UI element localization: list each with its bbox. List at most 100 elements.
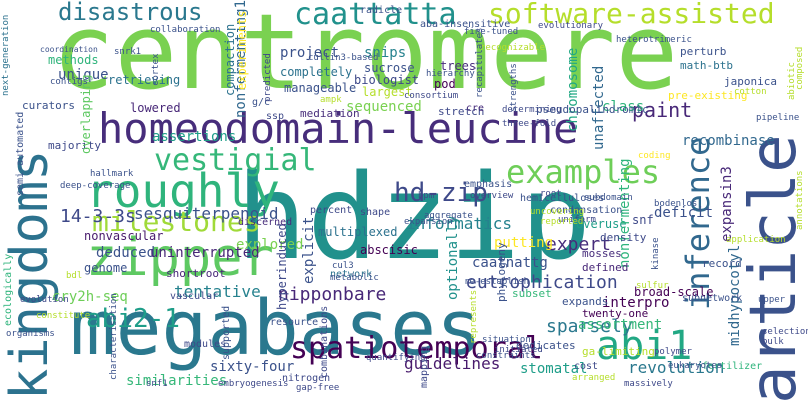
word-caattatta: caattatta bbox=[294, 0, 457, 32]
word-assortment: assortment bbox=[578, 317, 663, 333]
word-perturb: perturb bbox=[680, 45, 727, 58]
word-putting: putting bbox=[494, 235, 554, 251]
word-completely: completely bbox=[280, 65, 353, 79]
word-pipeline: pipeline bbox=[756, 113, 800, 123]
word-fertilizer: fertilizer bbox=[702, 361, 763, 372]
word-ga-limiting: ga-limiting bbox=[582, 345, 655, 358]
word-initiated: initiated bbox=[494, 345, 543, 355]
word-recombinase: recombinase bbox=[682, 133, 775, 149]
word-sparsely: sparsely bbox=[546, 316, 633, 337]
word-vestigial: vestigial bbox=[154, 143, 317, 178]
word-expands: expands bbox=[562, 295, 609, 308]
word-next-generation: next-generation bbox=[1, 14, 11, 96]
word-snrk1: snrk1 bbox=[114, 47, 142, 57]
word-expansin3: expansin3 bbox=[719, 166, 735, 242]
word-consortium: consortium bbox=[404, 91, 459, 101]
word-lowered: lowered bbox=[130, 101, 181, 115]
word-ssp: ssp bbox=[266, 111, 285, 122]
word-hallmark: hallmark bbox=[90, 169, 134, 179]
word-embryogenesis: embryogenesis bbox=[218, 379, 289, 389]
word-homeodomain-leucine: homeodomain-leucine bbox=[98, 104, 579, 153]
word-strengths: strengths bbox=[509, 63, 519, 112]
word-project: project bbox=[280, 45, 340, 61]
word-resource: resource bbox=[270, 317, 319, 328]
word-heterotrimeric: heterotrimeric bbox=[616, 35, 692, 45]
word-constraints: constraints bbox=[476, 351, 536, 361]
word-network: network bbox=[330, 269, 373, 280]
word-retrieving: retrieving bbox=[108, 73, 181, 87]
word-unique: unique bbox=[58, 67, 109, 83]
word-evolutionary: evolutionary bbox=[538, 21, 604, 31]
word-ampk: ampk bbox=[320, 95, 342, 105]
word-upper: upper bbox=[758, 295, 786, 305]
word-density: density bbox=[600, 231, 647, 244]
word-application: application bbox=[726, 235, 786, 245]
word-selection: selection bbox=[762, 327, 808, 337]
word-determining: determining bbox=[502, 105, 562, 115]
word-g-c: g/c bbox=[252, 97, 271, 108]
word-overuse: overuse bbox=[576, 217, 627, 231]
word-cortex: cortex bbox=[151, 53, 161, 86]
word-paint: paint bbox=[632, 98, 693, 122]
word-composed: composed bbox=[795, 46, 805, 90]
word-cre: cre bbox=[466, 103, 485, 114]
word-hd-zip: hd-zip bbox=[394, 178, 488, 208]
word-record: record bbox=[702, 257, 742, 270]
word-ecologically: ecologically bbox=[3, 253, 14, 326]
word-snf1: snf1 bbox=[146, 379, 168, 389]
word-subdomain: subdomain bbox=[584, 193, 633, 203]
word-nitrogen: nitrogen bbox=[282, 373, 331, 384]
word-hyperinduced: hyperinduced bbox=[275, 223, 289, 310]
word-bulk: bulk bbox=[762, 337, 784, 347]
word-fine-tuned: fine-tuned bbox=[464, 27, 519, 37]
word-characterisation: characterisation bbox=[109, 293, 119, 380]
word-biologist: biologist bbox=[354, 73, 420, 87]
word-tentative: tentative bbox=[174, 282, 261, 301]
word-combinations: combinations bbox=[319, 305, 330, 378]
word-abi1: abi1 bbox=[596, 323, 693, 369]
word-curators: curators bbox=[22, 99, 75, 112]
word-nipponbare: nipponbare bbox=[278, 284, 387, 305]
word-pod: pod bbox=[434, 77, 456, 91]
word-hemicelluloses: hemicelluloses bbox=[520, 193, 605, 204]
word-hierarchy: hierarchy bbox=[426, 69, 475, 79]
word-semi-automated: semi-automated bbox=[15, 111, 26, 196]
word-represents: represents bbox=[469, 289, 479, 344]
word-stomatal: stomatal bbox=[520, 361, 588, 377]
word-hdzip: hdzip bbox=[236, 148, 592, 286]
word-centromere: centromere bbox=[52, 0, 679, 113]
word-snf: snf bbox=[632, 213, 654, 227]
word-deep-coverage: deep-coverage bbox=[60, 181, 131, 191]
word-examples: examples bbox=[506, 153, 661, 191]
word-phylogeny: phylogeny bbox=[495, 242, 508, 302]
word-abscisic: abscisic bbox=[360, 243, 418, 257]
word-inference: inference bbox=[679, 136, 717, 310]
word-emphasis: emphasis bbox=[464, 179, 513, 190]
word-collaboration: collaboration bbox=[150, 25, 221, 35]
word-experiments: experiments bbox=[235, 10, 249, 90]
word-twenty-one: twenty-one bbox=[582, 307, 649, 320]
word-genome: genome bbox=[84, 261, 128, 275]
word-annotations: annotations bbox=[795, 170, 805, 230]
word-defined: defined bbox=[582, 261, 629, 274]
word-multiplexed: multiplexed bbox=[318, 225, 398, 239]
word-cry2h-seq: cry2h-seq bbox=[52, 289, 128, 305]
word-radicle: radicle bbox=[360, 5, 403, 16]
word-shortroot: shortroot bbox=[166, 267, 226, 280]
word-situation: situation bbox=[482, 335, 531, 345]
word-guidelines: guidelines bbox=[404, 354, 501, 373]
word-re-establish: re-establish bbox=[464, 277, 530, 287]
word-snips: snips bbox=[364, 45, 407, 61]
word-disastrous: disastrous bbox=[58, 0, 203, 26]
word-zipper: zipper bbox=[86, 228, 274, 288]
word-bdl: bdl bbox=[66, 271, 83, 281]
word-sucrose: sucrose bbox=[364, 61, 415, 75]
word-shape: shape bbox=[360, 207, 391, 218]
word-coding: coding bbox=[638, 151, 671, 161]
word-trees: trees bbox=[440, 59, 477, 73]
word-supported: supported bbox=[221, 305, 232, 360]
word-uninterrupted: uninterrupted bbox=[150, 245, 260, 261]
word-predicted: predicted bbox=[263, 53, 273, 102]
word-modules: modules bbox=[184, 339, 227, 350]
